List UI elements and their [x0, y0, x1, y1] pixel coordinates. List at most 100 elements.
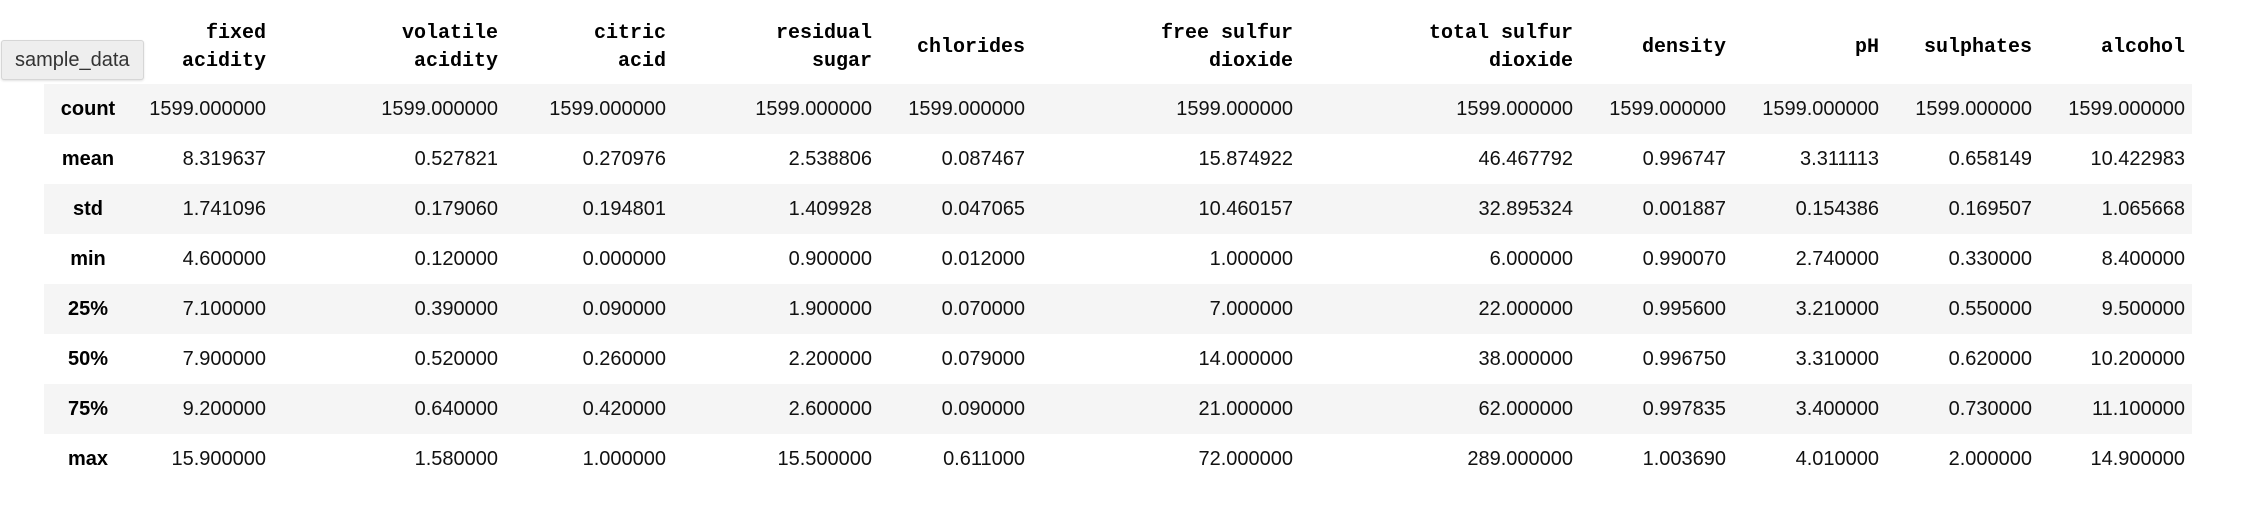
table-cell: 0.658149: [1948, 147, 2032, 170]
header-row: fixed acidity volatile acidity citric ac…: [44, 12, 2192, 84]
table-cell: 22.000000: [1478, 297, 1573, 320]
table-cell: 62.000000: [1478, 397, 1573, 420]
column-header[interactable]: residual sugar: [775, 22, 872, 73]
dataframe-name-tag: sample_data: [1, 40, 144, 80]
table-cell: 1599.000000: [908, 97, 1025, 120]
table-cell: 0.900000: [788, 247, 872, 270]
row-label: max: [67, 447, 109, 470]
table-cell: 1599.000000: [149, 97, 266, 120]
column-header[interactable]: chlorides: [916, 36, 1025, 59]
table-cell: 15.874922: [1198, 147, 1293, 170]
column-header[interactable]: citric acid: [593, 22, 666, 73]
row-label: count: [60, 97, 116, 120]
table-cell: 46.467792: [1478, 147, 1573, 170]
table-cell: 0.520000: [414, 347, 498, 370]
table-cell: 0.730000: [1948, 397, 2032, 420]
table-cell: 1599.000000: [381, 97, 498, 120]
describe-table: fixed acidity volatile acidity citric ac…: [44, 12, 2192, 484]
table-cell: 0.611000: [943, 447, 1025, 470]
table-cell: 1599.000000: [1609, 97, 1726, 120]
table-cell: 0.640000: [414, 397, 498, 420]
table-cell: 0.996747: [1642, 147, 1726, 170]
table-cell: 7.900000: [182, 347, 266, 370]
table-cell: 1599.000000: [1456, 97, 1573, 120]
table-cell: 4.010000: [1795, 447, 1879, 470]
table-cell: 3.311113: [1800, 147, 1879, 170]
table-cell: 0.620000: [1948, 347, 2032, 370]
table-cell: 14.900000: [2090, 447, 2185, 470]
table-cell: 2.600000: [788, 397, 872, 420]
table-cell: 0.997835: [1642, 397, 1726, 420]
table-cell: 15.900000: [171, 447, 266, 470]
column-header[interactable]: fixed acidity: [181, 22, 266, 73]
table-cell: 14.000000: [1198, 347, 1293, 370]
table-cell: 0.000000: [582, 247, 666, 270]
table-cell: 2.740000: [1795, 247, 1879, 270]
column-header[interactable]: alcohol: [2100, 36, 2185, 59]
table-cell: 0.390000: [414, 297, 498, 320]
table-cell: 1599.000000: [549, 97, 666, 120]
table-cell: 1599.000000: [2068, 97, 2185, 120]
table-cell: 0.087467: [941, 147, 1025, 170]
table-cell: 1599.000000: [1915, 97, 2032, 120]
table-row: 25% 7.100000 0.390000 0.090000 1.900000 …: [44, 284, 2192, 334]
table-cell: 1599.000000: [755, 97, 872, 120]
table-cell: 0.194801: [582, 197, 666, 220]
table-cell: 2.538806: [788, 147, 872, 170]
table-cell: 1599.000000: [1176, 97, 1293, 120]
table-cell: 3.310000: [1795, 347, 1879, 370]
table-row: std 1.741096 0.179060 0.194801 1.409928 …: [44, 184, 2192, 234]
column-header[interactable]: free sulfur dioxide: [1160, 22, 1293, 73]
table-cell: 0.179060: [414, 197, 498, 220]
table-cell: 0.270976: [582, 147, 666, 170]
table-row: count 1599.000000 1599.000000 1599.00000…: [44, 84, 2192, 134]
table-cell: 32.895324: [1478, 197, 1573, 220]
table-cell: 0.154386: [1795, 197, 1879, 220]
table-cell: 0.070000: [941, 297, 1025, 320]
table-cell: 0.996750: [1642, 347, 1726, 370]
table-cell: 7.000000: [1209, 297, 1293, 320]
table-cell: 9.500000: [2101, 297, 2185, 320]
column-header[interactable]: pH: [1854, 36, 1879, 59]
table-cell: 10.422983: [2090, 147, 2185, 170]
table-cell: 0.995600: [1642, 297, 1726, 320]
table-cell: 4.600000: [182, 247, 266, 270]
table-cell: 8.400000: [2101, 247, 2185, 270]
row-label: 75%: [67, 397, 109, 420]
table-cell: 0.079000: [941, 347, 1025, 370]
table-cell: 0.090000: [941, 397, 1025, 420]
table-cell: 0.527821: [414, 147, 498, 170]
table-cell: 21.000000: [1198, 397, 1293, 420]
table-cell: 72.000000: [1198, 447, 1293, 470]
column-header[interactable]: volatile acidity: [401, 22, 498, 73]
table-cell: 289.000000: [1467, 447, 1573, 470]
table-cell: 9.200000: [182, 397, 266, 420]
table-cell: 6.000000: [1489, 247, 1573, 270]
table-cell: 0.047065: [941, 197, 1025, 220]
table-row: max 15.900000 1.580000 1.000000 15.50000…: [44, 434, 2192, 484]
table-cell: 7.100000: [182, 297, 266, 320]
row-label: std: [73, 197, 103, 220]
table-cell: 0.169507: [1948, 197, 2032, 220]
table-row: 50% 7.900000 0.520000 0.260000 2.200000 …: [44, 334, 2192, 384]
table-cell: 1599.000000: [1762, 97, 1879, 120]
table-cell: 1.065668: [2101, 197, 2185, 220]
table-cell: 11.100000: [2091, 397, 2185, 420]
table-cell: 1.000000: [582, 447, 666, 470]
table-cell: 1.900000: [788, 297, 872, 320]
row-label: 50%: [67, 347, 109, 370]
column-header[interactable]: sulphates: [1923, 36, 2032, 59]
row-label: mean: [61, 147, 115, 170]
table-cell: 0.330000: [1948, 247, 2032, 270]
table-row: mean 8.319637 0.527821 0.270976 2.538806…: [44, 134, 2192, 184]
table-cell: 1.000000: [1209, 247, 1293, 270]
table-cell: 8.319637: [182, 147, 266, 170]
table-cell: 2.000000: [1948, 447, 2032, 470]
table-cell: 0.420000: [582, 397, 666, 420]
column-header[interactable]: total sulfur dioxide: [1428, 22, 1573, 73]
column-header[interactable]: density: [1641, 36, 1726, 59]
table-row: 75% 9.200000 0.640000 0.420000 2.600000 …: [44, 384, 2192, 434]
table-row: min 4.600000 0.120000 0.000000 0.900000 …: [44, 234, 2192, 284]
table-cell: 0.260000: [582, 347, 666, 370]
table-cell: 15.500000: [777, 447, 872, 470]
